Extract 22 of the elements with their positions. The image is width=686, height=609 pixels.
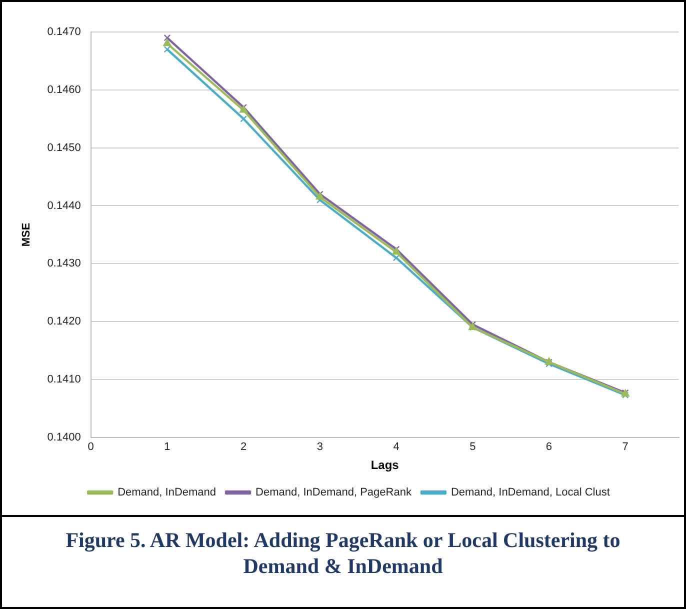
x-tick-label: 2 [240,441,247,454]
legend-label: Demand, InDemand [118,486,216,499]
legend-label: Demand, InDemand, Local Clust [450,486,610,499]
x-tick-label: 3 [316,441,323,454]
x-axis-title: Lags [370,458,400,472]
legend-label: Demand, InDemand, PageRank [256,486,412,499]
y-axis-title: MSE [20,222,33,247]
x-tick-label: 4 [393,441,400,454]
y-tick-label: 0.1430 [47,258,81,270]
y-tick-label: 0.1460 [47,84,81,96]
x-tick-label: 6 [546,441,552,454]
caption: Figure 5. AR Model: Adding PageRank or Local Clustering to Demand & InDemand [64,527,622,579]
y-tick-label: 0.1410 [47,374,81,386]
y-tick-label: 0.1450 [47,142,81,154]
y-tick-label: 0.1470 [47,26,81,38]
x-tick-label: 1 [164,441,170,454]
x-tick-label: 0 [88,441,94,454]
x-tick-label: 7 [622,441,628,454]
y-tick-label: 0.1400 [47,431,81,444]
x-tick-label: 5 [470,441,476,454]
y-tick-label: 0.1420 [47,316,81,328]
y-tick-label: 0.1440 [47,200,81,212]
